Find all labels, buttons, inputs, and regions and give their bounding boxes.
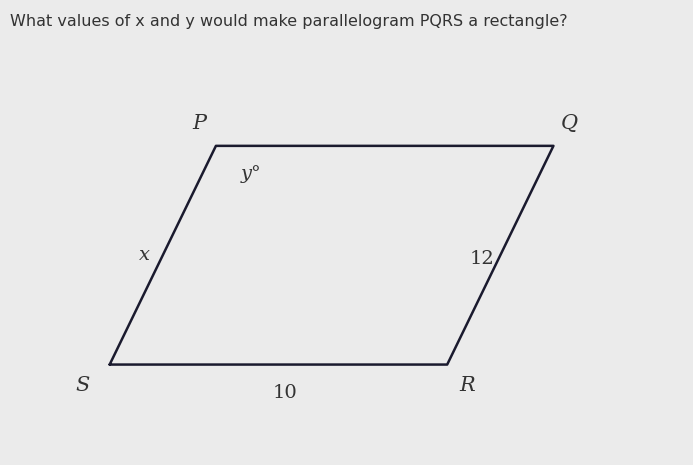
Text: x: x: [139, 246, 150, 264]
Text: 12: 12: [470, 250, 494, 268]
Text: P: P: [193, 114, 207, 133]
Text: What values of x and y would make parallelogram PQRS a rectangle?: What values of x and y would make parall…: [10, 14, 568, 29]
Text: S: S: [75, 376, 89, 395]
Text: Q: Q: [561, 114, 578, 133]
Text: 10: 10: [272, 384, 297, 402]
Text: R: R: [459, 376, 475, 395]
Text: y°: y°: [241, 165, 262, 183]
